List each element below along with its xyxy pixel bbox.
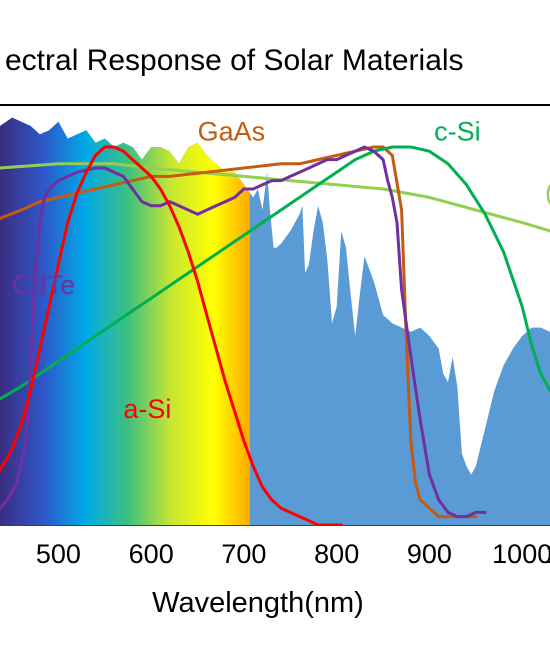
a-si-line [0,145,343,525]
series-label: a-Si [123,394,171,424]
series-label: ( [545,178,550,208]
x-axis-title: Wavelength(nm) [152,587,364,619]
series-label: GaAs [198,117,266,147]
x-tick-labels: 500 600 700 800 900 10001 [36,539,550,569]
x-tick-label: 1000 [492,539,550,569]
x-tick-label: 700 [221,539,266,569]
series-labels: GaAs c-Si CdTe a-Si ( [12,117,550,424]
c-si-line [0,145,550,401]
response-lines-layer [0,145,550,525]
extra-line [0,162,550,233]
x-tick-label: 900 [407,539,452,569]
x-tick-label: 800 [314,539,359,569]
series-label: CdTe [12,270,75,300]
cdte-line [0,145,487,519]
series-label: c-Si [434,117,481,147]
x-tick-label: 500 [36,539,81,569]
gaas-line [0,145,478,519]
chart-title: ectral Response of Solar Materials [5,44,464,77]
x-tick-label: 1 [545,539,550,569]
spectrum-area-layer [0,117,550,525]
x-tick-label: 600 [129,539,174,569]
visible-spectrum-area [0,117,250,525]
